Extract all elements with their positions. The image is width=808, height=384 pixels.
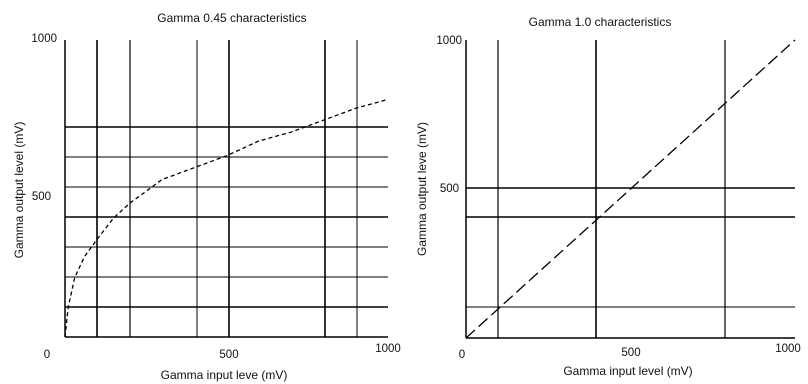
chart-title: Gamma 1.0 characteristics <box>529 15 672 29</box>
x-tick-label-500: 500 <box>621 347 640 359</box>
x-axis-label: Gamma input leve (mV) <box>161 368 288 382</box>
y-tick-label-1000: 1000 <box>31 33 57 45</box>
gamma-10-curve <box>465 39 796 339</box>
y-axis-label: Gamma output level (mV) <box>12 122 26 259</box>
y-axis-label: Gamma output leve (mV) <box>415 122 429 256</box>
chart-title: Gamma 0.45 characteristics <box>157 11 306 25</box>
x-tick-label-1000: 1000 <box>775 343 801 355</box>
grid-lines <box>466 40 795 338</box>
x-tick-label-0: 0 <box>44 349 50 361</box>
x-axis-label: Gamma input level (mV) <box>563 364 692 378</box>
gamma-045-curve <box>64 98 389 338</box>
y-tick-label-500: 500 <box>32 191 51 203</box>
tick-labels: 1000 500 0 500 1000 <box>436 35 800 361</box>
grid-lines <box>65 40 388 337</box>
y-tick-label-500: 500 <box>440 183 459 195</box>
x-tick-label-0: 0 <box>459 349 465 361</box>
chart-gamma-10: Gamma 1.0 characteristics 1000 500 0 500… <box>415 15 801 378</box>
x-tick-label-1000: 1000 <box>375 343 401 355</box>
chart-gamma-045: Gamma 0.45 characteristics 1000 500 0 50… <box>12 11 401 382</box>
x-tick-label-500: 500 <box>219 349 238 361</box>
tick-labels: 1000 500 0 500 1000 <box>31 33 400 361</box>
y-tick-label-1000: 1000 <box>436 35 462 47</box>
